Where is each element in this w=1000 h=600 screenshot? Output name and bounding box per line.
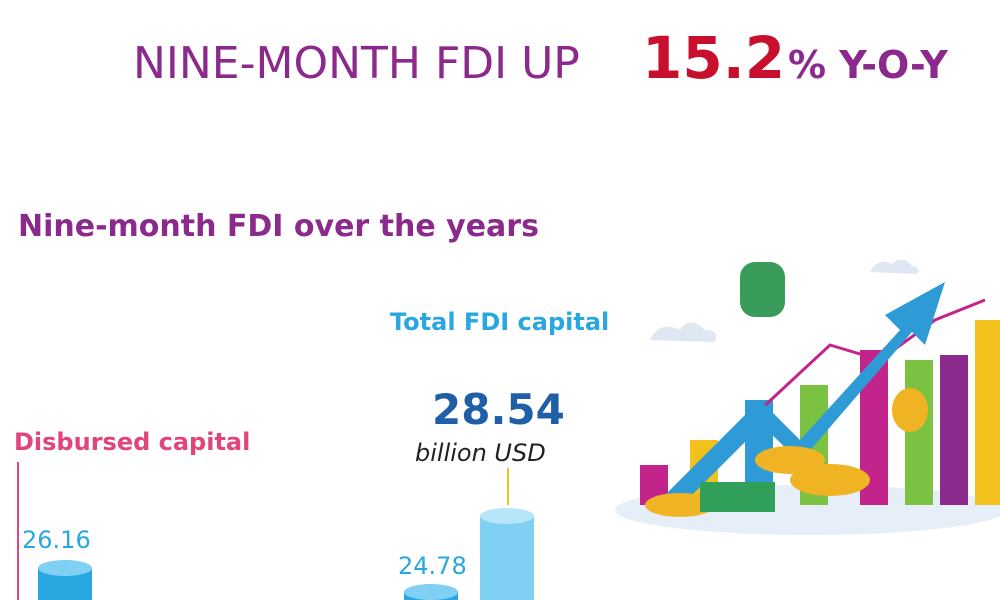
cylinders (38, 508, 534, 600)
bar-value: 26.16 (22, 526, 91, 554)
title-highlight: 15.2 (642, 24, 785, 92)
disbursed-label: Disbursed capital (14, 428, 250, 456)
total-unit: billion USD (415, 439, 546, 467)
subtitle: Nine-month FDI over the years (18, 209, 539, 244)
title-suffix: % Y-O-Y (788, 43, 948, 87)
total-label: Total FDI capital (390, 308, 609, 336)
bar-value: 24.78 (398, 552, 467, 580)
title-main: NINE-MONTH FDI UP (133, 38, 580, 89)
total-value: 28.54 (432, 385, 565, 434)
illustration (615, 259, 1000, 535)
